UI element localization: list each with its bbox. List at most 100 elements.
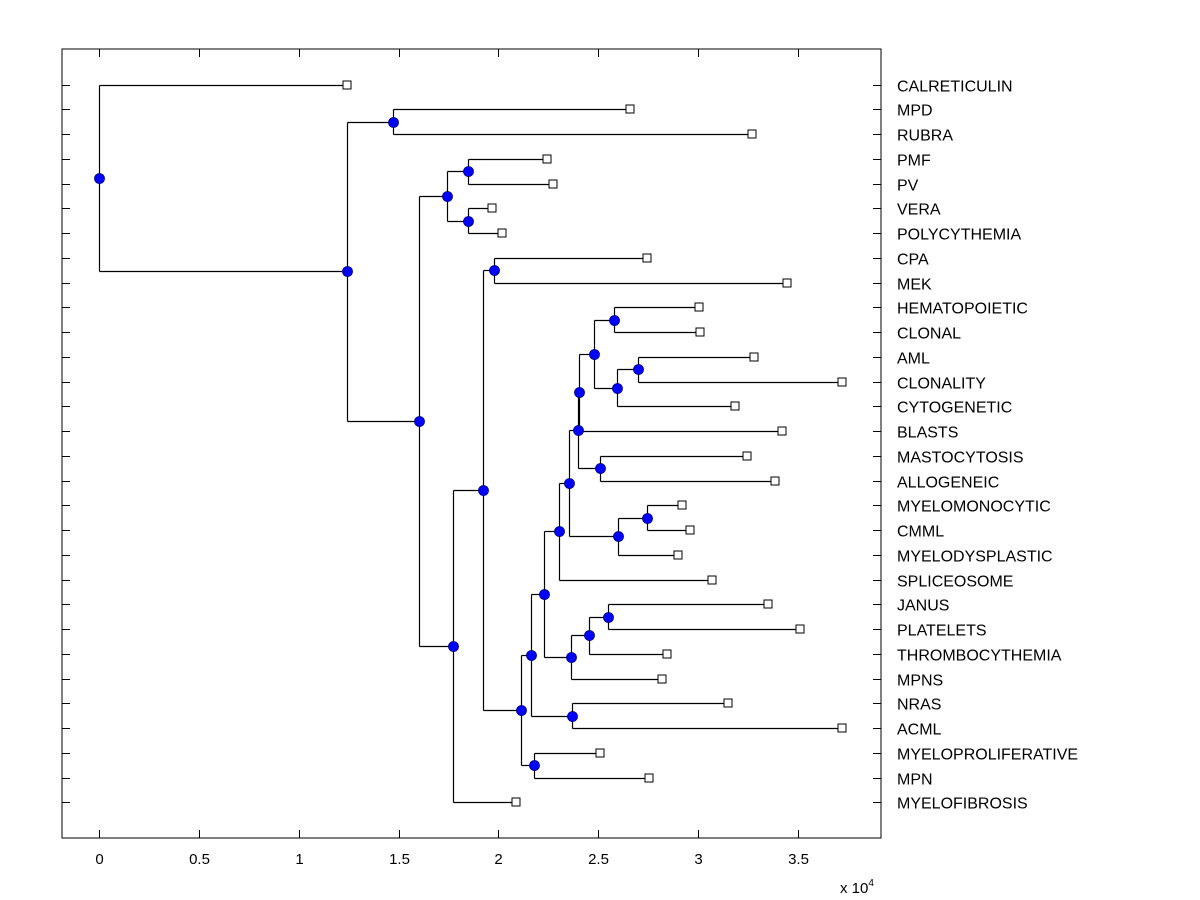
branch-node bbox=[526, 650, 537, 661]
leaf-markers bbox=[342, 80, 847, 807]
branch-node bbox=[342, 266, 353, 277]
leaf-marker bbox=[662, 649, 672, 659]
leaf-label: NRAS bbox=[897, 697, 941, 714]
branch-node bbox=[489, 265, 500, 276]
branch-node bbox=[609, 315, 620, 326]
x-tick-label: 2 bbox=[494, 851, 502, 868]
leaf-label: MYELOMONOCYTIC bbox=[897, 499, 1051, 516]
leaf-label: MPN bbox=[897, 772, 933, 789]
branch-node bbox=[442, 191, 453, 202]
leaf-label: CPA bbox=[897, 252, 929, 269]
x-tick-label: 1.5 bbox=[389, 851, 410, 868]
x-tick-label: 3.5 bbox=[788, 851, 809, 868]
leaf-label: MYELODYSPLASTIC bbox=[897, 549, 1053, 566]
leaf-label: MEK bbox=[897, 277, 932, 294]
leaf-label: THROMBOCYTHEMIA bbox=[897, 648, 1062, 665]
branch-node bbox=[388, 117, 399, 128]
leaf-marker bbox=[723, 698, 733, 708]
branch-node bbox=[584, 630, 595, 641]
leaf-marker bbox=[511, 797, 521, 807]
branch-node bbox=[574, 387, 585, 398]
leaf-label: MPD bbox=[897, 103, 933, 120]
leaf-label: CMML bbox=[897, 524, 944, 541]
branch-node bbox=[529, 760, 540, 771]
leaf-label: AML bbox=[897, 351, 930, 368]
leaf-marker bbox=[625, 104, 635, 114]
leaf-label: ALLOGENEIC bbox=[897, 475, 999, 492]
node-markers bbox=[94, 117, 653, 771]
x-axis-ticks bbox=[99, 49, 799, 838]
branch-node bbox=[573, 425, 584, 436]
branch-node bbox=[448, 641, 459, 652]
branch-node bbox=[595, 463, 606, 474]
branches bbox=[98, 84, 843, 804]
branch-node bbox=[612, 383, 623, 394]
leaf-marker bbox=[695, 327, 705, 337]
leaf-marker bbox=[694, 302, 704, 312]
branch-node bbox=[554, 526, 565, 537]
branch-node bbox=[613, 531, 624, 542]
leaf-marker bbox=[730, 401, 740, 411]
leaf-marker bbox=[677, 500, 687, 510]
leaf-marker bbox=[770, 476, 780, 486]
branch-node bbox=[94, 173, 105, 184]
branch-node bbox=[478, 485, 489, 496]
leaf-label: MYELOFIBROSIS bbox=[897, 796, 1028, 813]
leaf-marker bbox=[763, 599, 773, 609]
leaf-label: HEMATOPOIETIC bbox=[897, 301, 1028, 318]
leaf-label: ACML bbox=[897, 722, 942, 739]
x-tick-label: 0.5 bbox=[189, 851, 210, 868]
leaf-marker bbox=[837, 377, 847, 387]
branch-node bbox=[589, 349, 600, 360]
leaf-labels: CALRETICULIN MPD RUBRA PMF PV VERA POLYCYTHEMI… bbox=[897, 79, 1078, 813]
leaf-marker bbox=[685, 525, 695, 535]
leaf-label: MPNS bbox=[897, 673, 943, 690]
axes-frame bbox=[61, 48, 882, 839]
branch-node bbox=[566, 652, 577, 663]
leaf-marker bbox=[342, 80, 352, 90]
leaf-label: CYTOGENETIC bbox=[897, 400, 1012, 417]
leaf-marker bbox=[548, 179, 558, 189]
branch-node bbox=[633, 364, 644, 375]
leaf-label: MASTOCYTOSIS bbox=[897, 450, 1024, 467]
x-tick-label: 3 bbox=[694, 851, 702, 868]
leaf-marker bbox=[542, 154, 552, 164]
leaf-marker bbox=[644, 773, 654, 783]
x-axis-multiplier: x 104 bbox=[840, 878, 874, 897]
branch-node bbox=[516, 705, 527, 716]
leaf-label: CLONAL bbox=[897, 326, 961, 343]
leaf-label: POLYCYTHEMIA bbox=[897, 227, 1022, 244]
leaf-marker bbox=[595, 748, 605, 758]
axes-box bbox=[61, 48, 882, 839]
leaf-label: RUBRA bbox=[897, 128, 953, 145]
x-multiplier-exponent: 4 bbox=[868, 878, 874, 889]
x-tick-label: 1 bbox=[295, 851, 303, 868]
branch-node bbox=[539, 589, 550, 600]
leaf-marker bbox=[707, 575, 717, 585]
x-tick-label: 2.5 bbox=[588, 851, 609, 868]
leaf-marker bbox=[782, 278, 792, 288]
leaf-label: SPLICEOSOME bbox=[897, 574, 1013, 591]
branch-node bbox=[642, 513, 653, 524]
leaf-marker bbox=[497, 228, 507, 238]
leaf-label: BLASTS bbox=[897, 425, 958, 442]
x-multiplier-base: x 10 bbox=[840, 880, 868, 897]
leaf-marker bbox=[795, 624, 805, 634]
x-tick-label: 0 bbox=[95, 851, 103, 868]
leaf-marker bbox=[837, 723, 847, 733]
branch-node bbox=[603, 612, 614, 623]
leaf-marker bbox=[673, 550, 683, 560]
leaf-marker bbox=[742, 451, 752, 461]
leaf-label: PMF bbox=[897, 153, 931, 170]
leaf-marker bbox=[657, 674, 667, 684]
leaf-marker bbox=[487, 203, 497, 213]
branch-node bbox=[463, 216, 474, 227]
x-axis-tick-labels: 0 0.5 1 1.5 2 2.5 3 3.5 bbox=[95, 851, 809, 868]
branch-node bbox=[564, 478, 575, 489]
leaf-label: MYELOPROLIFERATIVE bbox=[897, 747, 1078, 764]
leaf-marker bbox=[642, 253, 652, 263]
leaf-label: PLATELETS bbox=[897, 623, 987, 640]
branch-node bbox=[463, 166, 474, 177]
leaf-label: VERA bbox=[897, 202, 941, 219]
